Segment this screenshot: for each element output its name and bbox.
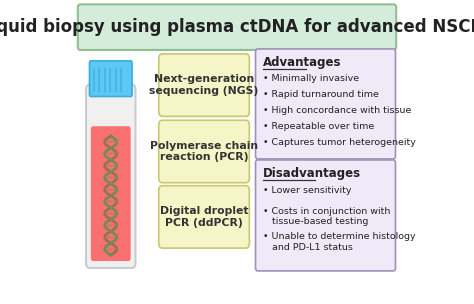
FancyBboxPatch shape: [86, 85, 136, 268]
Text: • High concordance with tissue: • High concordance with tissue: [263, 106, 411, 115]
FancyBboxPatch shape: [91, 126, 131, 261]
Text: • Unable to determine histology
   and PD-L1 status: • Unable to determine histology and PD-L…: [263, 233, 416, 252]
FancyBboxPatch shape: [159, 186, 249, 248]
Text: Polymerase chain
reaction (PCR): Polymerase chain reaction (PCR): [150, 141, 258, 162]
Text: • Rapid turnaround time: • Rapid turnaround time: [263, 90, 379, 99]
Text: Disadvantages: Disadvantages: [263, 167, 361, 180]
Text: Advantages: Advantages: [263, 56, 342, 69]
Text: Digital droplet
PCR (ddPCR): Digital droplet PCR (ddPCR): [160, 206, 248, 228]
Text: • Lower sensitivity: • Lower sensitivity: [263, 186, 352, 195]
Text: • Costs in conjunction with
   tissue-based testing: • Costs in conjunction with tissue-based…: [263, 207, 391, 226]
Text: • Minimally invasive: • Minimally invasive: [263, 74, 359, 83]
Text: Liquid biopsy using plasma ctDNA for advanced NSCLC: Liquid biopsy using plasma ctDNA for adv…: [0, 18, 474, 36]
FancyBboxPatch shape: [159, 120, 249, 183]
Text: • Repeatable over time: • Repeatable over time: [263, 122, 374, 131]
FancyBboxPatch shape: [255, 160, 395, 271]
Text: • Captures tumor heterogeneity: • Captures tumor heterogeneity: [263, 138, 416, 147]
FancyBboxPatch shape: [159, 54, 249, 116]
FancyBboxPatch shape: [78, 4, 396, 50]
FancyBboxPatch shape: [90, 61, 132, 96]
Text: Next-generation
sequencing (NGS): Next-generation sequencing (NGS): [149, 74, 259, 96]
FancyBboxPatch shape: [255, 49, 395, 159]
